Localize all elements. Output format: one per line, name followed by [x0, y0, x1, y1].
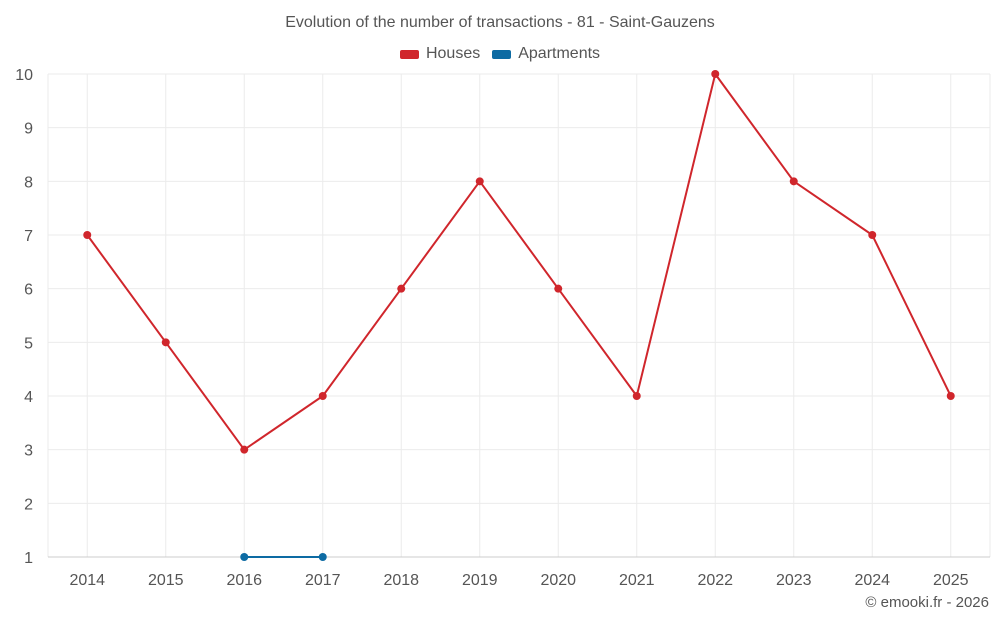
data-point-houses: [161, 338, 170, 347]
credit-text: © emooki.fr - 2026: [865, 594, 989, 611]
x-tick-label: 2018: [383, 572, 419, 589]
y-tick-label: 2: [24, 496, 33, 513]
chart-title: Evolution of the number of transactions …: [285, 14, 715, 31]
data-point-houses: [868, 231, 877, 239]
y-tick-label: 1: [24, 550, 33, 567]
y-tick-label: 10: [15, 67, 33, 84]
legend-item-apartments[interactable]: Apartments: [492, 45, 600, 63]
legend-label-houses: Houses: [425, 45, 481, 62]
x-tick-label: 2014: [69, 572, 105, 589]
x-tick-label: 2022: [697, 572, 733, 589]
y-tick-label: 6: [24, 282, 33, 299]
x-tick-label: 2025: [933, 572, 969, 589]
x-tick-label: 2017: [305, 572, 341, 589]
x-tick-label: 2015: [148, 572, 184, 589]
series-line-houses: [86, 73, 952, 451]
y-tick-label: 8: [24, 174, 33, 191]
data-point-houses: [632, 392, 641, 400]
y-tick-label: 7: [24, 228, 33, 245]
data-point-houses: [554, 284, 563, 293]
legend-swatch-apartments: [492, 49, 512, 59]
data-point-apartments: [318, 553, 327, 561]
legend-item-houses[interactable]: Houses: [399, 45, 481, 63]
y-tick-label: 5: [24, 335, 33, 352]
legend: Houses Apartments: [0, 45, 1000, 63]
x-tick-label: 2023: [776, 572, 812, 589]
legend-label-apartments: Apartments: [518, 45, 601, 62]
x-tick-label: 2024: [854, 572, 890, 589]
data-point-houses: [946, 392, 955, 400]
y-tick-label: 4: [24, 389, 33, 406]
data-point-houses: [318, 392, 327, 400]
data-point-houses: [83, 231, 92, 239]
y-tick-label: 3: [24, 443, 33, 460]
data-point-houses: [711, 70, 720, 78]
data-point-houses: [789, 177, 798, 186]
x-tick-label: 2019: [462, 572, 498, 589]
y-tick-label: 9: [24, 121, 33, 138]
data-point-houses: [240, 445, 249, 454]
x-tick-label: 2021: [619, 572, 655, 589]
data-point-apartments: [240, 553, 249, 561]
data-point-houses: [475, 177, 484, 186]
x-tick-label: 2020: [540, 572, 576, 589]
x-tick-label: 2016: [226, 572, 262, 589]
data-point-houses: [397, 284, 406, 293]
legend-swatch-houses: [399, 49, 419, 59]
